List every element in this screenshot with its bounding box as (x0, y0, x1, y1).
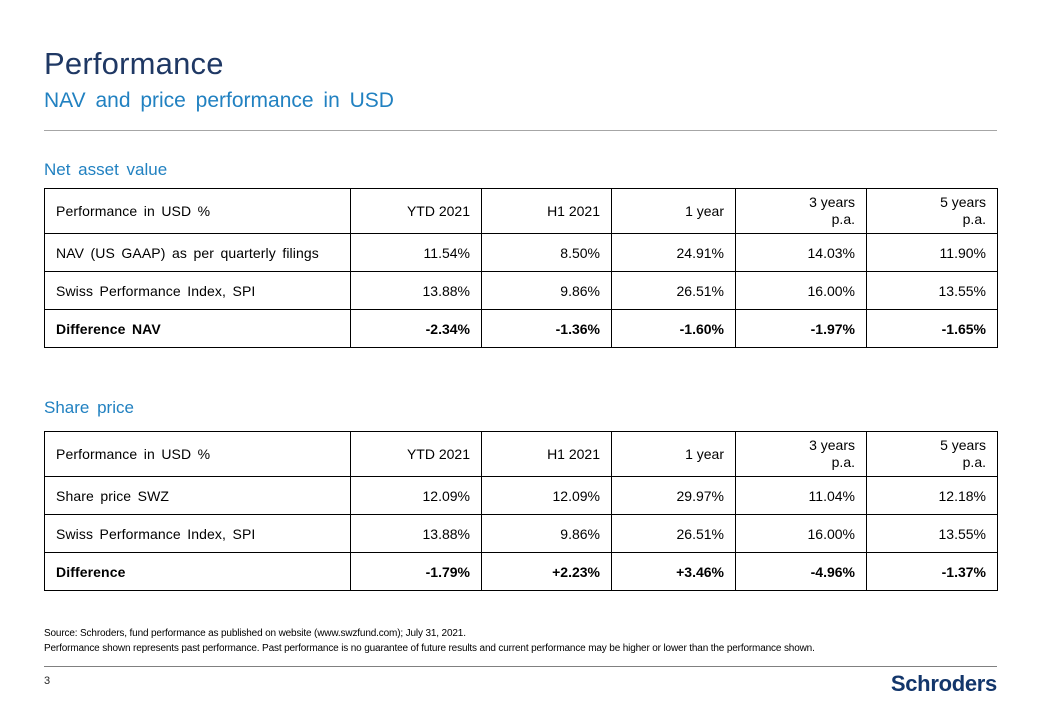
value-cell: 11.04% (735, 476, 867, 515)
nav-table: Performance in USD % YTD 2021 H1 2021 1 … (44, 188, 998, 348)
nav-header-h1-2021: H1 2021 (481, 188, 612, 234)
price-table-header-row: Performance in USD % YTD 2021 H1 2021 1 … (44, 431, 998, 477)
value-cell: 9.86% (481, 514, 612, 553)
value-cell: 24.91% (611, 233, 736, 272)
value-cell: 26.51% (611, 271, 736, 310)
value-cell: -1.79% (350, 552, 482, 591)
value-cell: 13.55% (866, 271, 998, 310)
price-header-1-year: 1 year (611, 431, 736, 477)
page-title: Performance (44, 46, 224, 81)
value-cell: 8.50% (481, 233, 612, 272)
value-cell: 29.97% (611, 476, 736, 515)
nav-row-difference: Difference NAV -2.34% -1.36% -1.60% -1.9… (44, 309, 998, 348)
nav-header-metric: Performance in USD % (44, 188, 351, 234)
value-cell: 16.00% (735, 271, 867, 310)
footnote-disclaimer: Performance shown represents past perfor… (44, 643, 815, 654)
value-cell: -1.60% (611, 309, 736, 348)
nav-table-header-row: Performance in USD % YTD 2021 H1 2021 1 … (44, 188, 998, 234)
nav-header-1-year: 1 year (611, 188, 736, 234)
value-cell: 12.18% (866, 476, 998, 515)
value-cell: -1.97% (735, 309, 867, 348)
schroders-logo: Schroders (890, 671, 997, 696)
price-header-ytd-2021: YTD 2021 (350, 431, 482, 477)
footer-bar: 3 Schroders (44, 666, 997, 696)
nav-header-ytd-2021: YTD 2021 (350, 188, 482, 234)
share-price-table: Performance in USD % YTD 2021 H1 2021 1 … (44, 431, 998, 591)
header-divider (44, 130, 997, 131)
price-header-h1-2021: H1 2021 (481, 431, 612, 477)
value-cell: +2.23% (481, 552, 612, 591)
value-cell: 13.88% (350, 514, 482, 553)
price-row-share-price-swz: Share price SWZ 12.09% 12.09% 29.97% 11.… (44, 476, 998, 515)
value-cell: 26.51% (611, 514, 736, 553)
value-cell: 13.55% (866, 514, 998, 553)
value-cell: +3.46% (611, 552, 736, 591)
value-cell: -4.96% (735, 552, 867, 591)
row-label: Swiss Performance Index, SPI (44, 271, 351, 310)
value-cell: 13.88% (350, 271, 482, 310)
nav-header-3-years-pa: 3 years p.a. (735, 188, 867, 234)
page-subtitle: NAV and price performance in USD (44, 89, 394, 112)
value-cell: 16.00% (735, 514, 867, 553)
price-header-3-years-pa: 3 years p.a. (735, 431, 867, 477)
price-header-5-years-pa: 5 years p.a. (866, 431, 998, 477)
value-cell: 12.09% (350, 476, 482, 515)
value-cell: -1.36% (481, 309, 612, 348)
row-label: Difference NAV (44, 309, 351, 348)
price-header-metric: Performance in USD % (44, 431, 351, 477)
price-row-difference: Difference -1.79% +2.23% +3.46% -4.96% -… (44, 552, 998, 591)
row-label: Share price SWZ (44, 476, 351, 515)
value-cell: -1.37% (866, 552, 998, 591)
value-cell: 12.09% (481, 476, 612, 515)
price-row-spi: Swiss Performance Index, SPI 13.88% 9.86… (44, 514, 998, 553)
row-label: Difference (44, 552, 351, 591)
section-heading-share-price: Share price (44, 398, 134, 417)
value-cell: 9.86% (481, 271, 612, 310)
value-cell: -1.65% (866, 309, 998, 348)
nav-header-5-years-pa: 5 years p.a. (866, 188, 998, 234)
nav-row-spi: Swiss Performance Index, SPI 13.88% 9.86… (44, 271, 998, 310)
value-cell: 11.90% (866, 233, 998, 272)
footnotes: Source: Schroders, fund performance as p… (44, 626, 997, 656)
value-cell: 11.54% (350, 233, 482, 272)
row-label: NAV (US GAAP) as per quarterly filings (44, 233, 351, 272)
value-cell: -2.34% (350, 309, 482, 348)
row-label: Swiss Performance Index, SPI (44, 514, 351, 553)
value-cell: 14.03% (735, 233, 867, 272)
page-number: 3 (44, 675, 51, 687)
nav-row-nav-us-gaap: NAV (US GAAP) as per quarterly filings 1… (44, 233, 998, 272)
footnote-source: Source: Schroders, fund performance as p… (44, 628, 466, 639)
section-heading-net-asset-value: Net asset value (44, 160, 168, 179)
